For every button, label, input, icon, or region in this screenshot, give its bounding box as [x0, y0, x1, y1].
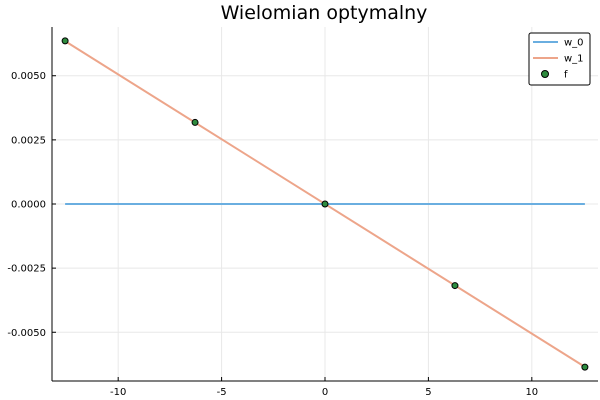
series-group: [61, 37, 589, 371]
legend-label-w_0: w_0: [564, 38, 584, 49]
y-tick-label: 0.0000: [11, 200, 46, 211]
data-point-f: [581, 363, 589, 371]
y-tick-label: -0.0025: [7, 264, 46, 275]
legend: w_0 w_1f: [528, 32, 591, 86]
y-tick-label: 0.0050: [11, 71, 46, 82]
data-point-f: [321, 200, 329, 208]
x-tick-label: 0: [322, 387, 328, 398]
axes: -10 -5 0 5 10 0.0050 0.0025 0.0000 -0.0025 -0.005…: [7, 27, 598, 398]
x-tick-label: 10: [525, 387, 538, 398]
legend-swatch-f: [541, 70, 549, 78]
data-point-f: [451, 282, 459, 290]
x-tick-label: -10: [110, 387, 126, 398]
x-tick-label: 5: [425, 387, 431, 398]
chart-title: Wielomian optymalny: [221, 2, 428, 24]
y-tick-label: 0.0025: [11, 135, 46, 146]
y-tick-label: -0.0050: [7, 328, 46, 339]
legend-label-f: f: [564, 70, 568, 81]
data-point-f: [191, 118, 199, 126]
x-tick-label: -5: [217, 387, 227, 398]
data-point-f: [61, 37, 69, 45]
legend-label-w_1: w_1: [564, 54, 584, 65]
